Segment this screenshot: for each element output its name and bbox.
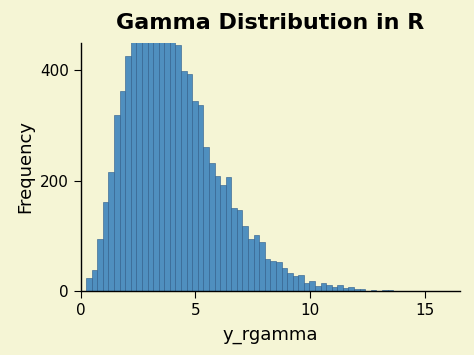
- Bar: [92, 270, 97, 291]
- Bar: [242, 226, 248, 291]
- Bar: [125, 56, 131, 291]
- Bar: [276, 262, 282, 291]
- Bar: [237, 211, 242, 291]
- Bar: [254, 235, 259, 291]
- Bar: [109, 173, 114, 291]
- Bar: [320, 283, 326, 291]
- Bar: [159, 2, 164, 291]
- Bar: [114, 115, 119, 291]
- Bar: [175, 45, 181, 291]
- Bar: [248, 239, 254, 291]
- Bar: [86, 278, 92, 291]
- Bar: [231, 208, 237, 291]
- Bar: [209, 163, 215, 291]
- Bar: [170, 26, 175, 291]
- Bar: [131, 0, 137, 291]
- Bar: [432, 290, 438, 291]
- Bar: [142, 0, 147, 291]
- Bar: [376, 290, 382, 291]
- Bar: [81, 290, 86, 291]
- Bar: [137, 0, 142, 291]
- Bar: [282, 268, 287, 291]
- Bar: [119, 91, 125, 291]
- Bar: [187, 74, 192, 291]
- Bar: [103, 202, 109, 291]
- Bar: [147, 0, 153, 291]
- Bar: [153, 0, 159, 291]
- X-axis label: y_rgamma: y_rgamma: [222, 326, 318, 344]
- Bar: [354, 289, 360, 291]
- Bar: [337, 285, 343, 291]
- Bar: [292, 276, 298, 291]
- Bar: [203, 147, 209, 291]
- Bar: [192, 100, 198, 291]
- Bar: [382, 290, 388, 291]
- Bar: [399, 290, 404, 291]
- Bar: [343, 288, 348, 291]
- Bar: [326, 285, 332, 291]
- Bar: [332, 287, 337, 291]
- Bar: [198, 105, 203, 291]
- Bar: [265, 259, 270, 291]
- Bar: [310, 281, 315, 291]
- Bar: [360, 289, 365, 291]
- Bar: [215, 176, 220, 291]
- Bar: [371, 290, 376, 291]
- Bar: [304, 283, 310, 291]
- Y-axis label: Frequency: Frequency: [16, 120, 34, 213]
- Bar: [259, 242, 265, 291]
- Bar: [226, 178, 231, 291]
- Bar: [365, 290, 371, 291]
- Bar: [298, 275, 304, 291]
- Bar: [348, 287, 354, 291]
- Bar: [270, 261, 276, 291]
- Bar: [164, 9, 170, 291]
- Bar: [287, 273, 292, 291]
- Bar: [315, 285, 320, 291]
- Bar: [181, 71, 187, 291]
- Bar: [388, 290, 393, 291]
- Bar: [97, 239, 103, 291]
- Title: Gamma Distribution in R: Gamma Distribution in R: [116, 13, 424, 33]
- Bar: [220, 185, 226, 291]
